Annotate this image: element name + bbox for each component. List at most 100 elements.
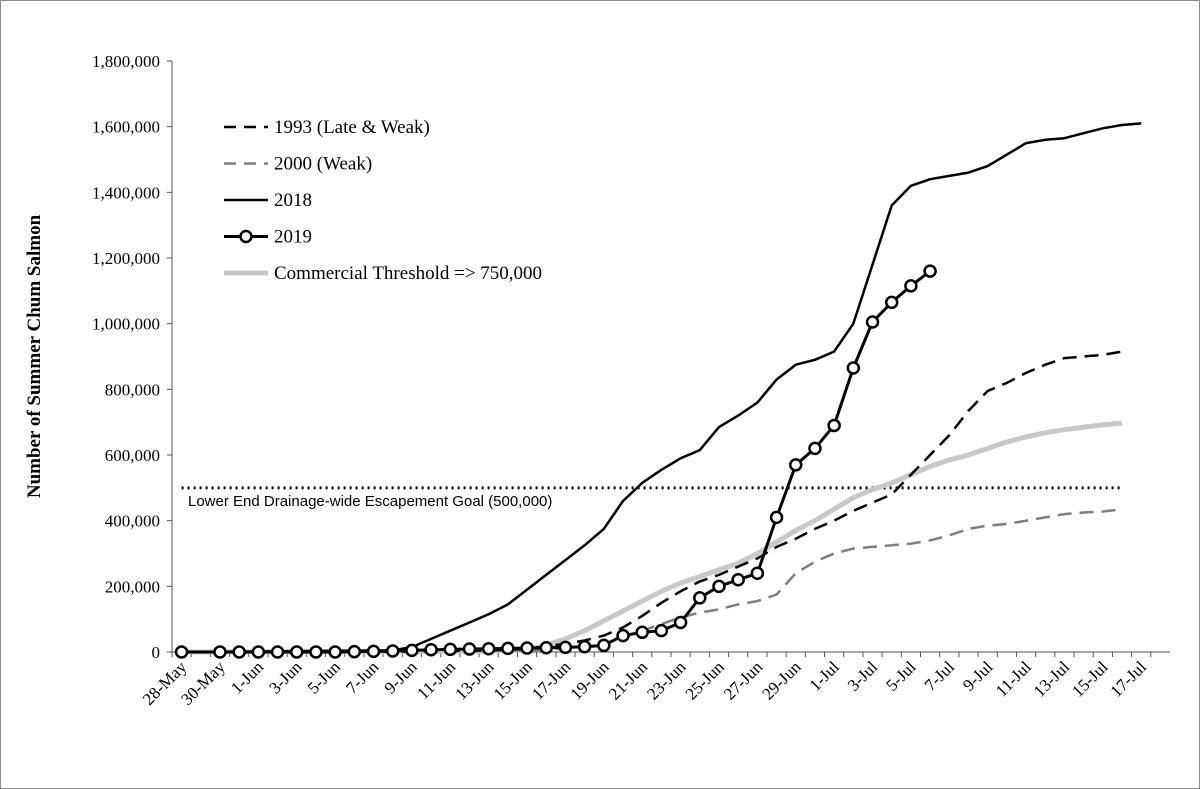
data-point (846, 361, 861, 375)
x-tick-label: 21-Jun (605, 657, 652, 704)
data-point (347, 644, 362, 659)
data-point (731, 573, 745, 587)
legend-label: 1993 (Late & Weak) (274, 117, 430, 138)
x-tick-label: 17-Jun (528, 657, 575, 704)
x-tick-label: 3-Jun (265, 657, 306, 698)
data-point (539, 640, 553, 655)
data-point (577, 639, 592, 654)
x-tick-label: 3-Jul (844, 657, 882, 695)
series-2019 (174, 264, 937, 659)
data-point (635, 625, 649, 640)
data-point (673, 615, 688, 630)
data-point (462, 642, 477, 656)
legend-label: 2019 (274, 227, 312, 248)
legend-item-2018: 2018 (224, 190, 312, 211)
x-tick-label: 7-Jul (921, 657, 959, 695)
data-point (270, 645, 285, 659)
x-tick-label: 30-May (177, 657, 229, 709)
y-tick-label: 400,000 (105, 512, 160, 531)
legend-item-2019: 2019 (224, 227, 312, 248)
data-point (750, 566, 765, 580)
series-line-commercial-threshold-750-000 (181, 420, 1123, 655)
y-tick-label: 200,000 (105, 577, 160, 596)
data-point (865, 315, 880, 329)
legend-item-2000-weak: 2000 (Weak) (224, 154, 372, 175)
series-1993-late-weak (181, 350, 1123, 654)
data-point (385, 644, 400, 658)
data-point (309, 645, 323, 659)
data-point (827, 418, 841, 433)
y-tick-label: 1,600,000 (92, 118, 160, 137)
series-group (174, 122, 1142, 659)
y-tick-label: 600,000 (105, 446, 160, 465)
y-axis-ticks: 0 200,000 400,000 600,000 800,000 1,000,000 1,… (92, 52, 172, 662)
y-tick-label: 1,400,000 (92, 183, 160, 202)
legend-item-commercial-threshold-750-000: Commercial Threshold => 750,000 (224, 263, 542, 284)
legend: 1993 (Late & Weak) 2000 (Weak) 2018 2019 Com… (224, 117, 542, 284)
legend-marker (239, 229, 253, 244)
x-tick-label: 27-Jun (720, 657, 767, 704)
data-point (443, 642, 458, 657)
data-point (481, 641, 496, 656)
x-tick-label: 9-Jul (959, 657, 997, 695)
x-tick-label: 29-Jun (758, 657, 805, 704)
series-commercial-threshold-750-000 (181, 420, 1123, 655)
escapement-goal-label: Lower End Drainage-wide Escapement Goal … (188, 493, 552, 510)
data-point (693, 591, 707, 605)
y-axis-label: Number of Summer Chum Salmon (24, 214, 45, 498)
x-tick-label: 15-Jun (490, 657, 537, 704)
data-point (923, 264, 937, 278)
data-point (366, 644, 381, 659)
data-point (290, 645, 304, 659)
data-point (616, 628, 630, 643)
x-tick-label: 13-Jun (451, 657, 498, 704)
data-point (213, 645, 227, 659)
x-tick-label: 15-Jul (1068, 657, 1112, 701)
data-point (251, 645, 266, 659)
series-line-2019 (181, 269, 932, 654)
data-point (328, 645, 342, 659)
series-line-2018 (181, 122, 1142, 654)
x-tick-label: 13-Jul (1030, 657, 1074, 701)
data-point (520, 641, 534, 655)
data-point (232, 645, 246, 659)
reference-line-group: Lower End Drainage-wide Escapement Goal … (181, 486, 1123, 510)
data-point (789, 458, 803, 472)
y-tick-label: 0 (152, 643, 161, 662)
x-tick-label: 19-Jun (566, 657, 613, 704)
series-2018 (181, 122, 1142, 654)
x-tick-label: 11-Jul (992, 657, 1035, 700)
legend-label: 2018 (274, 190, 312, 211)
data-point (501, 641, 515, 656)
legend-label: 2000 (Weak) (274, 154, 372, 175)
x-tick-label: 1-Jun (227, 657, 268, 698)
x-tick-label: 25-Jun (682, 657, 729, 704)
x-tick-label: 7-Jun (342, 657, 383, 698)
y-tick-label: 1,800,000 (92, 52, 160, 71)
data-point (654, 623, 669, 638)
x-axis-ticks: 28-May30-May1-Jun3-Jun5-Jun7-Jun9-Jun11-… (139, 652, 1152, 709)
x-tick-label: 5-Jul (882, 657, 920, 695)
axes (171, 61, 1170, 653)
y-tick-label: 800,000 (105, 380, 160, 399)
x-tick-label: 1-Jul (805, 657, 843, 695)
data-point (808, 441, 822, 456)
data-point (597, 638, 611, 653)
series-line-1993-late-weak (181, 350, 1123, 654)
data-point (558, 640, 573, 655)
data-point (884, 295, 899, 310)
x-tick-label: 5-Jun (304, 657, 345, 698)
data-point (904, 279, 918, 293)
y-tick-label: 1,000,000 (92, 315, 160, 334)
data-point (174, 645, 189, 659)
legend-label: Commercial Threshold => 750,000 (274, 263, 542, 284)
x-tick-label: 17-Jul (1107, 657, 1151, 701)
x-tick-label: 11-Jun (413, 657, 459, 703)
data-point (769, 510, 784, 525)
data-point (424, 642, 438, 657)
y-tick-label: 1,200,000 (92, 249, 160, 268)
x-tick-label: 23-Jun (643, 657, 690, 704)
data-point (405, 643, 419, 658)
